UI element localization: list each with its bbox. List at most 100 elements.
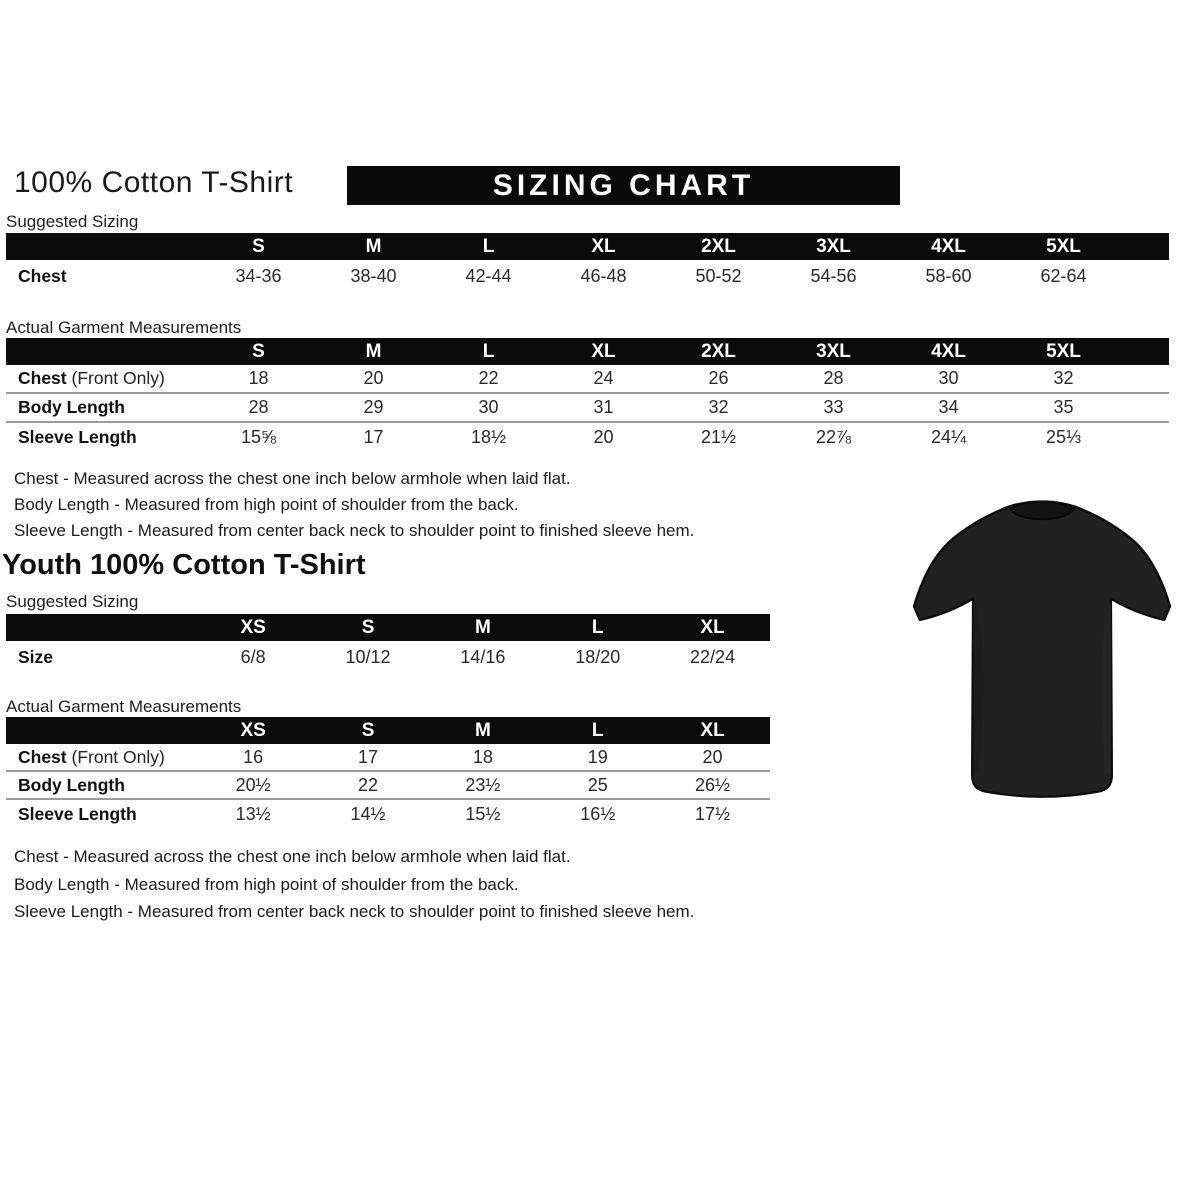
header-cell: L	[482, 235, 495, 257]
youth-actual-measurements-label: Actual Garment Measurements	[6, 697, 242, 716]
table-header-row: S M L XL 2XL 3XL 4XL 5XL	[6, 338, 1169, 365]
adult-actual-measurements-label: Actual Garment Measurements	[6, 318, 242, 337]
sizing-chart-banner: SIZING CHART	[347, 166, 900, 205]
header-cell: M	[474, 616, 491, 638]
data-cell: 28	[823, 368, 844, 388]
data-cell: 18/20	[575, 646, 621, 667]
data-cell: 24	[593, 368, 614, 388]
data-cell: 32	[1053, 368, 1074, 388]
header-cell: XL	[700, 616, 725, 638]
data-cell: 16	[243, 746, 264, 767]
table-row-size: Size 6/8 10/12 14/16 18/20 22/24	[6, 641, 770, 673]
row-label: Body Length	[18, 397, 125, 417]
header-cell: 5XL	[1046, 235, 1081, 257]
header-cell: M	[365, 235, 382, 257]
note-sleeve-length: Sleeve Length - Measured from center bac…	[14, 902, 695, 921]
data-cell: 15⅝	[240, 427, 277, 447]
data-cell: 28	[248, 397, 269, 417]
youth-suggested-sizing-label: Suggested Sizing	[6, 592, 139, 611]
data-cell: 34	[938, 397, 959, 417]
data-cell: 20	[593, 427, 614, 447]
data-cell: 18	[248, 368, 269, 388]
header-cell: XL	[591, 235, 616, 257]
data-cell: 34-36	[235, 265, 282, 286]
data-cell: 22/24	[690, 646, 736, 667]
data-cell: 20	[363, 368, 384, 388]
table-row-body-length: Body Length 20½ 22 23½ 25 26½	[6, 772, 770, 800]
data-cell: 15½	[465, 803, 501, 824]
table-row-sleeve-length: Sleeve Length 13½ 14½ 15½ 16½ 17½	[6, 800, 770, 828]
row-label: Size	[18, 646, 54, 667]
data-cell: 17½	[695, 803, 731, 824]
header-cell: 4XL	[931, 235, 966, 257]
header-cell: XL	[700, 719, 725, 741]
data-cell: 18½	[470, 427, 507, 447]
data-cell: 14/16	[460, 646, 506, 667]
table-row-chest: Chest (Front Only) 18 20 22 24 26 28 30 …	[6, 365, 1169, 394]
header-cell: S	[361, 719, 375, 741]
table-row-chest: Chest (Front Only) 16 17 18 19 20	[6, 744, 770, 772]
header-cell: S	[252, 235, 265, 257]
youth-section-title: Youth 100% Cotton T-Shirt	[2, 549, 366, 581]
note-body-length: Body Length - Measured from high point o…	[14, 874, 519, 894]
row-label: Chest	[18, 265, 67, 286]
data-cell: 10/12	[345, 646, 391, 667]
table-row-sleeve-length: Sleeve Length 15⅝ 17 18½ 20 21½ 22⅞ 24¼ …	[6, 423, 1169, 452]
data-cell: 18	[472, 746, 493, 767]
tshirt-shading	[973, 602, 984, 775]
data-cell: 20	[702, 746, 723, 767]
header-cell: L	[591, 719, 604, 741]
note-chest: Chest - Measured across the chest one in…	[14, 847, 571, 866]
youth-actual-table: XS S M L XL Chest (Front Only) 16 17 18 …	[6, 717, 770, 828]
data-cell: 17	[363, 427, 384, 447]
header-cell: 3XL	[816, 340, 851, 362]
data-cell: 22	[358, 774, 379, 795]
tshirt-body-shape	[912, 500, 1172, 798]
header-cell: S	[252, 340, 265, 362]
header-cell: L	[482, 340, 495, 362]
adult-measurement-notes: Chest - Measured across the chest one in…	[14, 466, 694, 544]
header-cell: L	[591, 616, 604, 638]
data-cell: 33	[823, 397, 844, 417]
adult-suggested-sizing-label: Suggested Sizing	[6, 212, 139, 231]
data-cell: 54-56	[810, 265, 857, 286]
table-row: Chest 34-36 38-40 42-44 46-48 50-52 54-5…	[6, 260, 1169, 292]
data-cell: 21½	[700, 427, 737, 447]
data-cell: 13½	[235, 803, 271, 824]
header-cell: S	[361, 616, 375, 638]
data-cell: 6/8	[240, 646, 266, 667]
data-cell: 31	[593, 397, 614, 417]
table-row-body-length: Body Length 28 29 30 31 32 33 34 35	[6, 394, 1169, 423]
data-cell: 30	[478, 397, 499, 417]
header-cell: XL	[591, 340, 616, 362]
data-cell: 42-44	[465, 265, 512, 286]
header-cell: M	[474, 719, 491, 741]
row-label: Chest (Front Only)	[18, 746, 165, 767]
data-cell: 29	[363, 397, 384, 417]
row-label: Sleeve Length	[18, 427, 137, 447]
header-cell: 2XL	[701, 340, 736, 362]
note-sleeve-length: Sleeve Length - Measured from center bac…	[14, 521, 695, 540]
data-cell: 14½	[350, 803, 386, 824]
data-cell: 22	[478, 368, 499, 388]
header-cell: XS	[240, 616, 266, 638]
note-chest: Chest - Measured across the chest one in…	[14, 469, 571, 488]
data-cell: 62-64	[1040, 265, 1087, 286]
tshirt-collar-shape	[1008, 500, 1076, 521]
row-label: Body Length	[18, 774, 125, 795]
data-cell: 16½	[580, 803, 616, 824]
table-header-row: XS S M L XL	[6, 614, 770, 641]
data-cell: 32	[708, 397, 729, 417]
header-cell: 2XL	[701, 235, 736, 257]
data-cell: 38-40	[350, 265, 397, 286]
note-body-length: Body Length - Measured from high point o…	[14, 495, 519, 514]
adult-section-title: 100% Cotton T-Shirt	[14, 166, 294, 199]
tshirt-graphic	[912, 500, 1172, 798]
youth-suggested-table: XS S M L XL Size 6/8 10/12 14/16 18/20 2…	[6, 614, 770, 673]
header-cell: XS	[240, 719, 266, 741]
data-cell: 20½	[235, 774, 271, 795]
header-cell: M	[365, 340, 382, 362]
row-label: Chest (Front Only)	[18, 368, 165, 388]
data-cell: 19	[587, 746, 608, 767]
data-cell: 25	[587, 774, 608, 795]
